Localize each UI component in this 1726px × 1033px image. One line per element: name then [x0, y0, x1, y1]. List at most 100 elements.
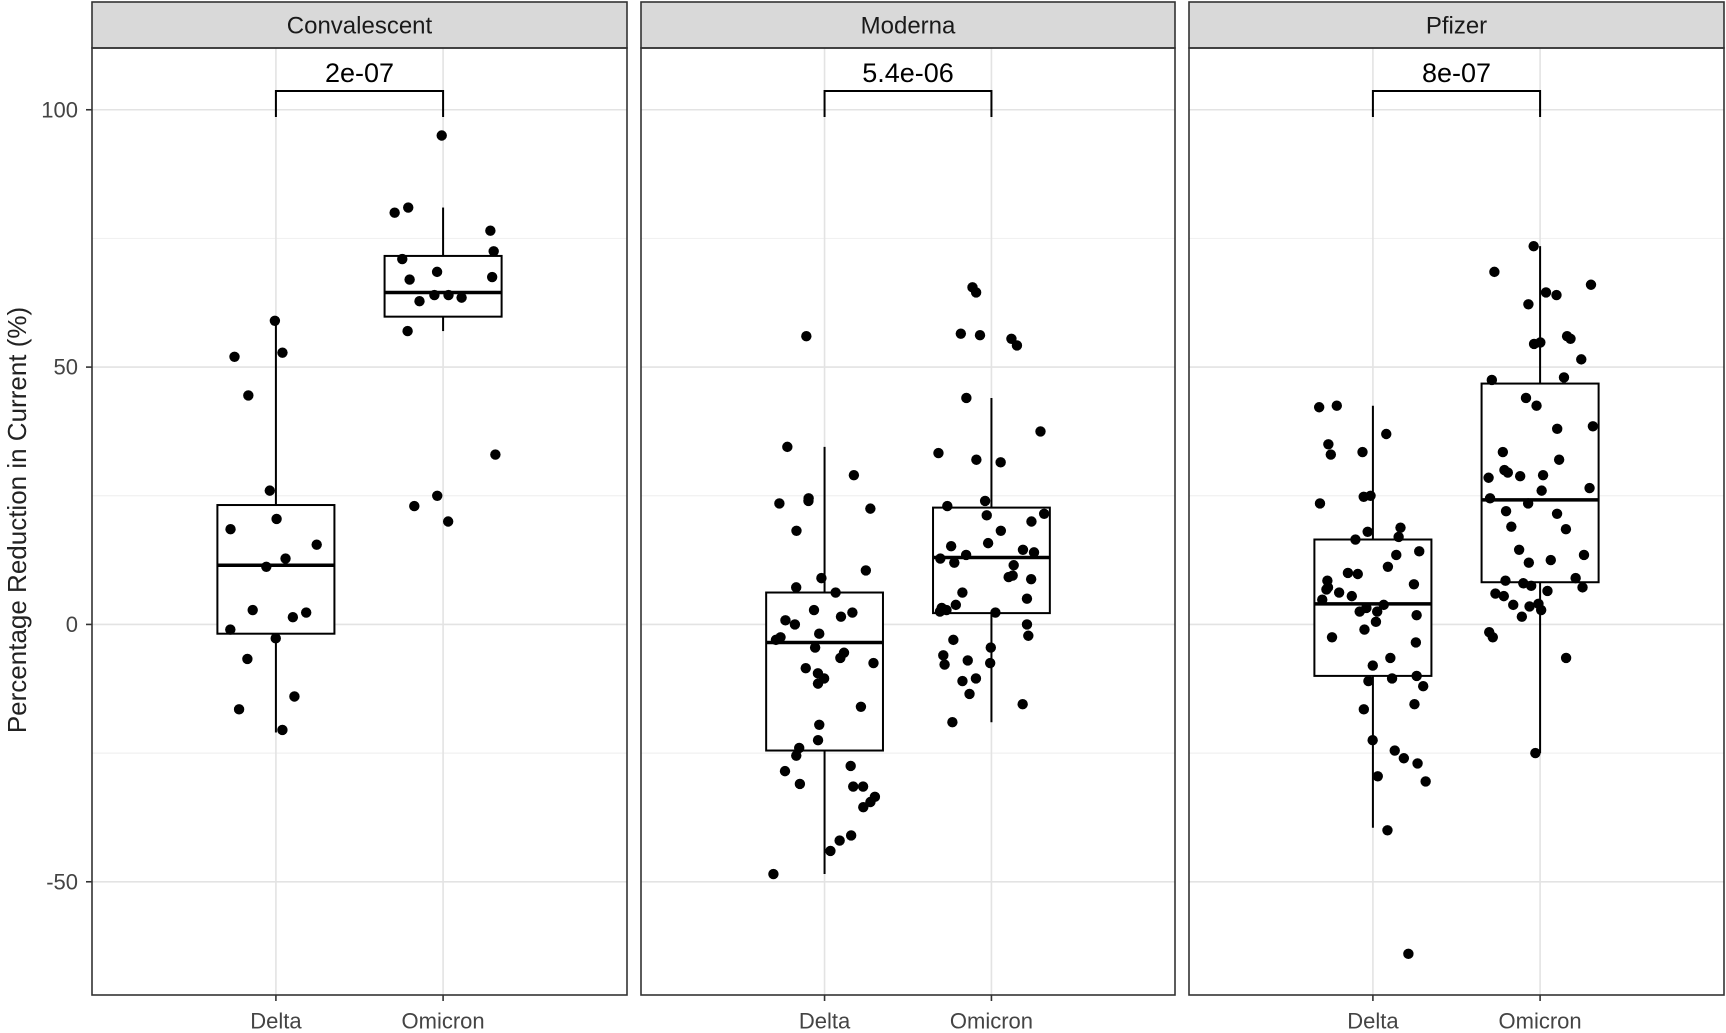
data-point: [942, 500, 953, 512]
data-point: [1524, 601, 1535, 612]
data-point: [955, 328, 967, 339]
data-point: [1367, 660, 1378, 671]
data-point: [269, 315, 281, 326]
box-iqr: [1313, 538, 1433, 677]
data-point: [1026, 516, 1037, 527]
data-point: [845, 830, 857, 841]
data-point: [1011, 340, 1023, 351]
data-point: [1326, 632, 1338, 643]
data-point: [1585, 279, 1597, 290]
data-point: [436, 130, 447, 141]
data-point: [1035, 426, 1046, 437]
data-point: [1508, 599, 1519, 611]
x-tick-label: Omicron: [950, 1009, 1033, 1033]
box-iqr: [383, 254, 503, 318]
data-point: [770, 634, 782, 646]
data-point: [432, 490, 443, 501]
data-point: [1537, 469, 1549, 481]
data-point: [1487, 632, 1498, 643]
data-point: [1367, 735, 1378, 746]
data-point: [1378, 599, 1389, 611]
p-value-label: 2e-07: [325, 58, 394, 88]
data-point: [933, 447, 944, 459]
data-point: [264, 485, 275, 496]
data-point: [289, 691, 300, 702]
p-value-label: 5.4e-06: [862, 58, 954, 88]
data-point: [1357, 446, 1368, 458]
box-iqr: [1480, 382, 1600, 584]
data-point: [957, 675, 968, 687]
data-point: [1500, 506, 1512, 517]
data-point: [229, 351, 240, 363]
data-point: [1497, 446, 1509, 458]
data-point: [1398, 753, 1410, 764]
data-point: [835, 611, 847, 622]
data-point: [1525, 580, 1537, 592]
data-point: [1584, 482, 1595, 494]
x-tick-label: Omicron: [1499, 1009, 1582, 1033]
data-point: [1008, 560, 1019, 571]
annotation-layer: 2e-07 5.4e-06 8e-07: [274, 58, 1542, 117]
data-point: [1560, 652, 1572, 664]
boxes-layer: [216, 207, 1600, 875]
points-layer: [225, 130, 1599, 960]
data-point: [865, 796, 876, 808]
data-point: [1017, 544, 1029, 556]
data-point: [1553, 454, 1565, 465]
data-point: [1513, 544, 1525, 556]
data-point: [1420, 776, 1431, 787]
facet-strip: [91, 1, 628, 49]
data-point: [1522, 498, 1534, 509]
data-point: [974, 329, 986, 341]
data-point: [1017, 699, 1028, 710]
data-point: [1523, 299, 1534, 310]
data-point: [1321, 584, 1332, 595]
data-point: [1500, 575, 1511, 586]
data-point: [825, 845, 836, 857]
data-point: [1535, 604, 1547, 616]
data-point: [311, 539, 322, 550]
data-point: [431, 266, 443, 278]
data-point: [403, 202, 414, 213]
data-point: [1359, 624, 1370, 635]
significance-bracket: [274, 90, 445, 117]
data-point: [1350, 534, 1361, 545]
data-point: [945, 541, 957, 552]
data-point: [971, 454, 982, 465]
data-point: [1540, 287, 1552, 298]
data-point: [404, 274, 415, 285]
data-point: [1038, 508, 1050, 519]
data-point: [835, 652, 846, 664]
significance-bracket: [823, 90, 993, 117]
data-point: [1021, 619, 1033, 630]
data-point: [1531, 400, 1542, 411]
data-point: [982, 537, 994, 549]
data-point: [271, 513, 282, 525]
data-point: [1484, 493, 1496, 504]
data-point: [780, 615, 791, 626]
data-point: [845, 760, 856, 772]
data-point: [1346, 590, 1358, 602]
data-point: [939, 659, 950, 670]
data-point: [847, 607, 858, 618]
data-point: [1354, 606, 1365, 617]
data-point: [868, 657, 879, 669]
data-point: [287, 612, 299, 623]
data-point: [486, 271, 498, 283]
data-point: [985, 642, 996, 653]
data-point: [790, 582, 802, 593]
data-point: [1551, 423, 1563, 435]
data-point: [490, 449, 501, 460]
facet-strip-label: Moderna: [861, 13, 956, 40]
data-point: [280, 553, 291, 564]
data-point: [1587, 421, 1599, 432]
data-point: [1542, 585, 1553, 597]
data-point: [1382, 825, 1393, 836]
data-point: [1490, 588, 1501, 599]
data-point: [233, 704, 245, 715]
box-iqr: [765, 591, 884, 752]
data-point: [808, 604, 820, 616]
data-point: [1393, 531, 1404, 543]
p-value-label: 8e-07: [1422, 58, 1491, 88]
data-point: [414, 296, 425, 307]
